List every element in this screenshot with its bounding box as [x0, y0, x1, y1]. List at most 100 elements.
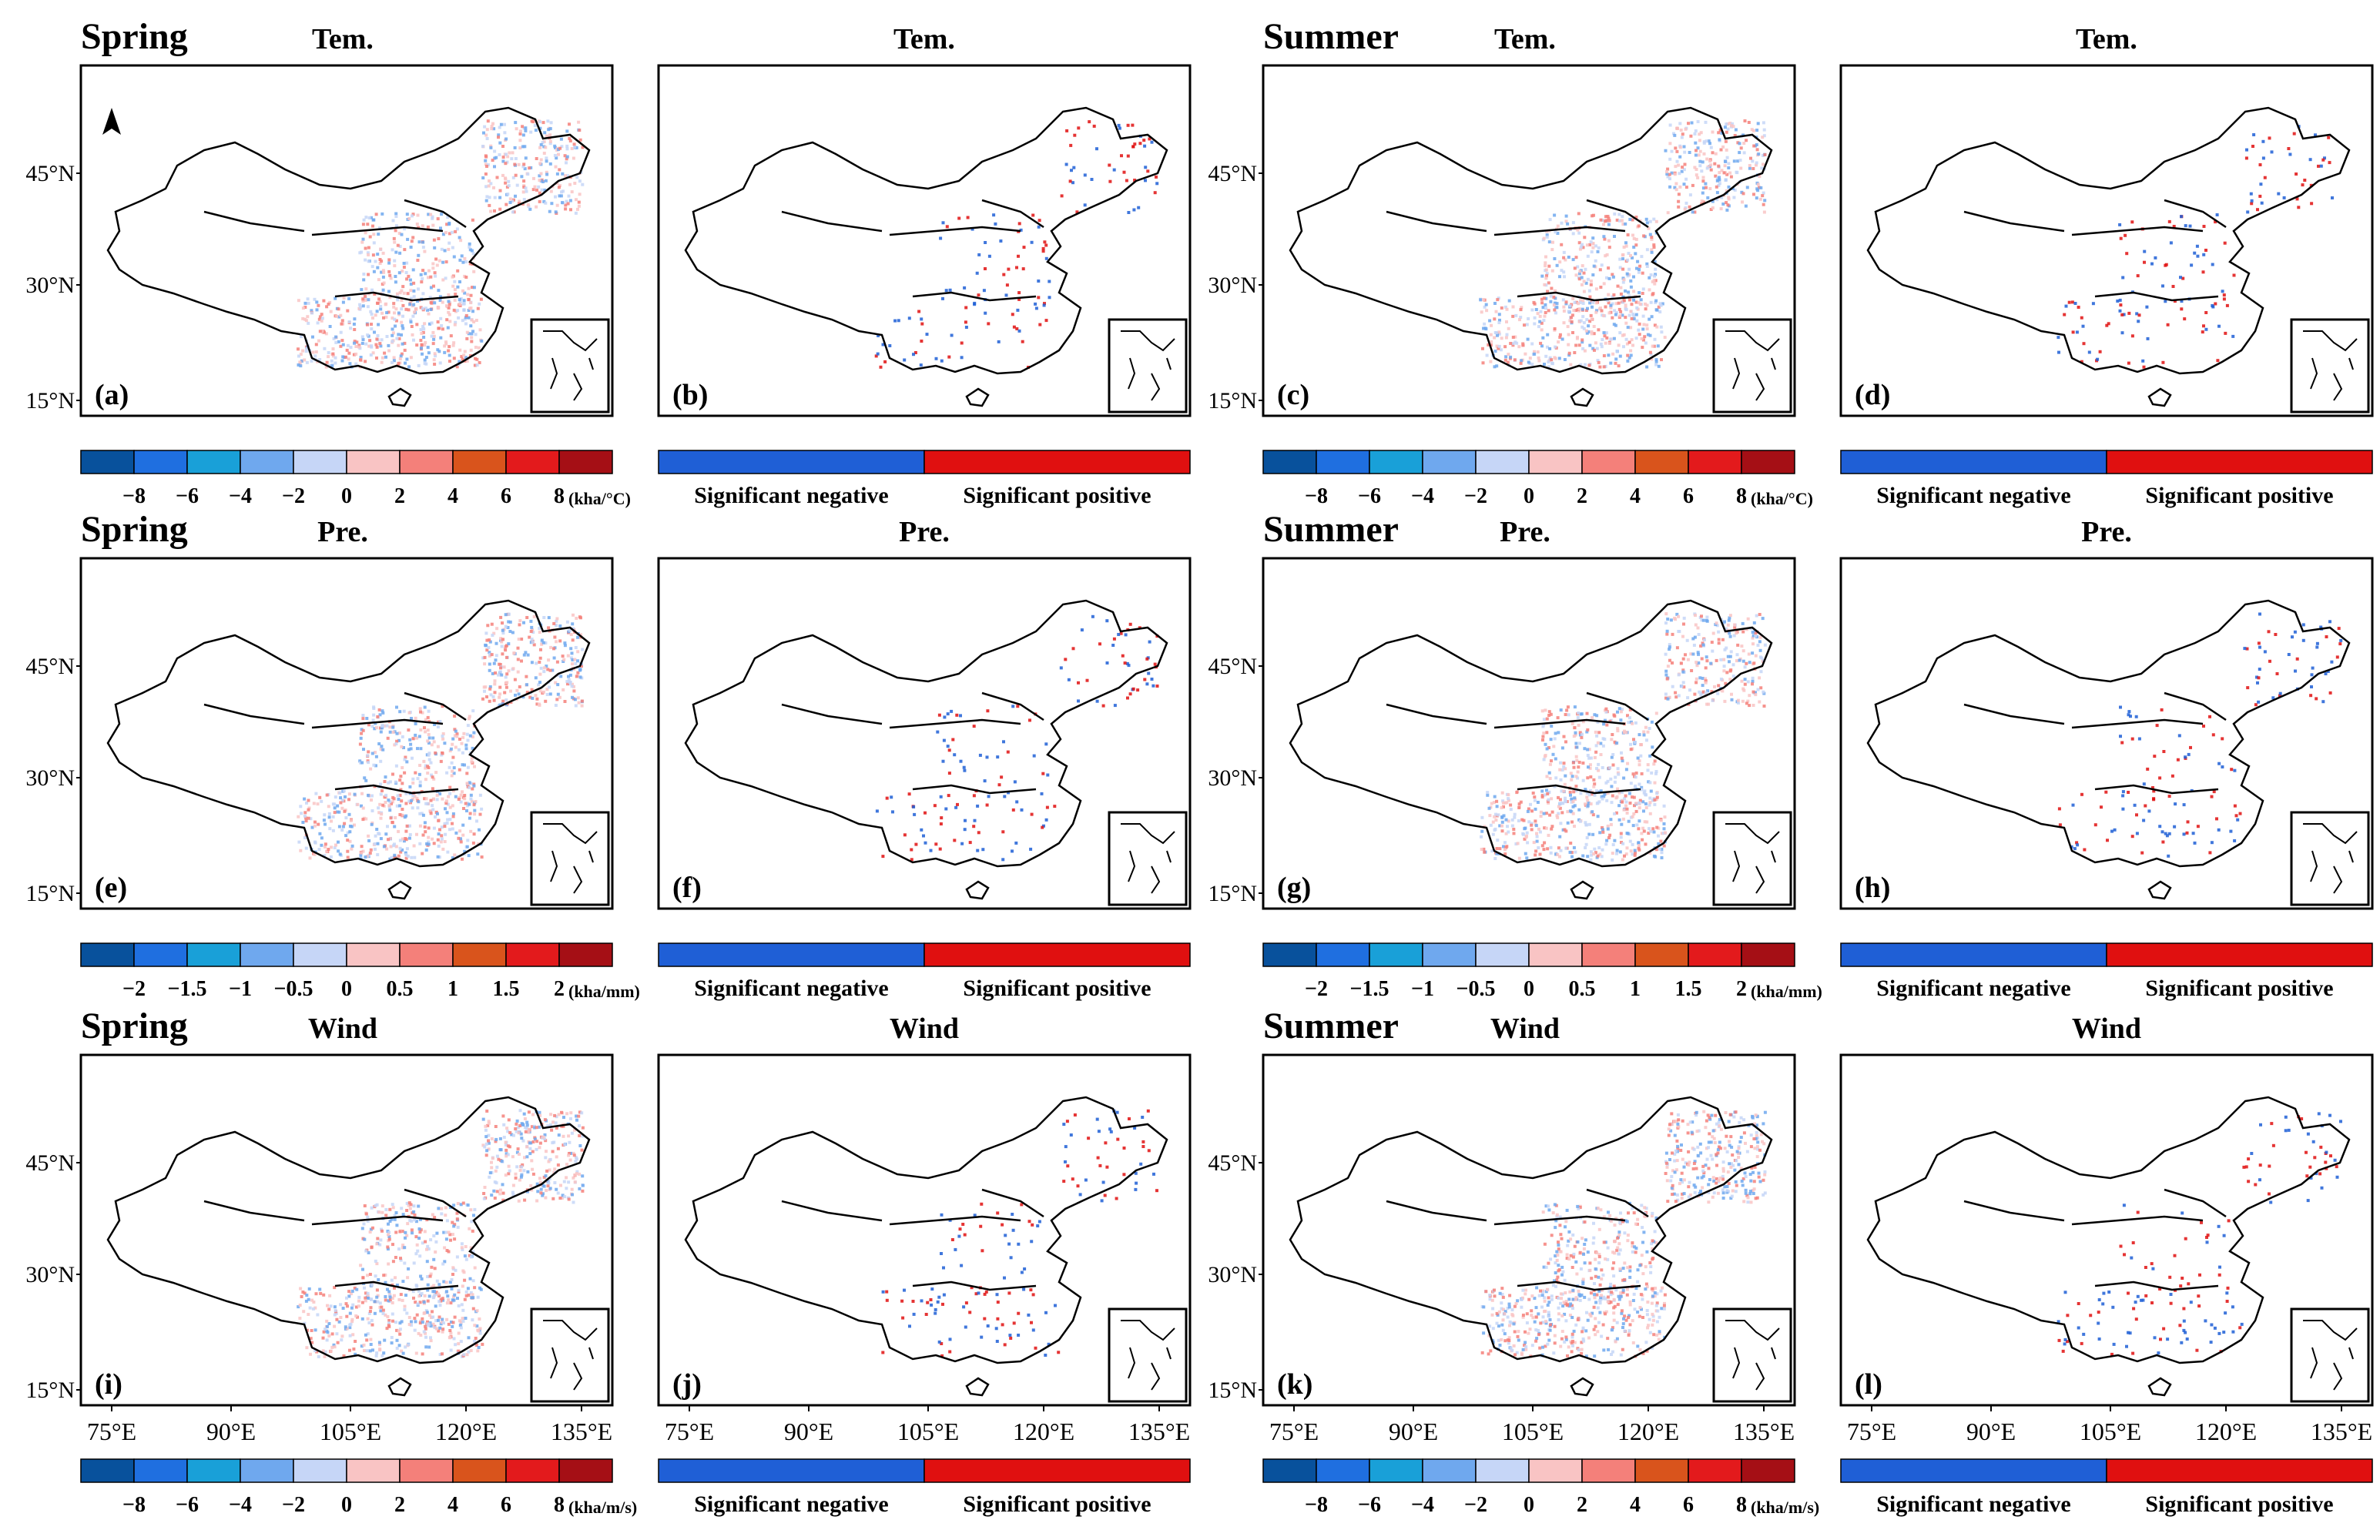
- trend-pixel: [401, 808, 404, 811]
- trend-pixel: [2119, 705, 2122, 709]
- sig-negative-swatch: [658, 450, 925, 474]
- trend-pixel: [1752, 144, 1756, 148]
- trend-pixel: [1586, 798, 1590, 802]
- trend-pixel: [453, 323, 457, 326]
- trend-pixel: [528, 635, 531, 639]
- trend-pixel: [370, 327, 374, 331]
- trend-pixel: [1487, 806, 1491, 810]
- trend-pixel: [2319, 625, 2323, 629]
- trend-pixel: [2201, 270, 2205, 274]
- trend-pixel: [1587, 363, 1591, 367]
- trend-pixel: [2315, 697, 2318, 701]
- trend-pixel: [561, 201, 564, 205]
- trend-pixel: [1621, 858, 1624, 862]
- trend-pixel: [531, 1172, 535, 1176]
- trend-pixel: [1635, 319, 1639, 323]
- trend-pixel: [913, 812, 917, 816]
- trend-pixel: [447, 306, 451, 310]
- trend-pixel: [1756, 182, 1760, 186]
- trend-pixel: [1631, 824, 1635, 828]
- trend-pixel: [545, 1169, 549, 1173]
- trend-pixel: [575, 675, 578, 678]
- trend-pixel: [1757, 152, 1761, 156]
- trend-pixel: [458, 348, 462, 352]
- trend-pixel: [1664, 149, 1668, 152]
- trend-pixel: [438, 1304, 442, 1307]
- trend-pixel: [481, 1143, 485, 1147]
- trend-pixel: [1629, 742, 1632, 746]
- trend-pixel: [1626, 326, 1630, 330]
- variable-title: Pre.: [317, 516, 368, 548]
- trend-pixel: [528, 207, 532, 211]
- trend-pixel: [525, 683, 528, 687]
- trend-pixel: [964, 819, 967, 822]
- trend-pixel: [391, 800, 394, 804]
- trend-pixel: [1540, 795, 1544, 798]
- trend-pixel: [1587, 802, 1591, 805]
- trend-pixel: [1507, 326, 1510, 330]
- trend-pixel: [2177, 734, 2181, 738]
- trend-pixel: [1609, 303, 1613, 307]
- trend-pixel: [388, 1220, 392, 1224]
- trend-pixel: [1597, 246, 1601, 249]
- trend-pixel: [466, 765, 470, 769]
- trend-pixel: [466, 804, 470, 808]
- trend-pixel: [881, 855, 885, 859]
- trend-pixel: [396, 243, 400, 247]
- trend-pixel: [2180, 215, 2183, 219]
- trend-pixel: [495, 1154, 499, 1158]
- trend-pixel: [401, 303, 405, 307]
- trend-pixel: [1641, 838, 1644, 842]
- trend-pixel: [539, 179, 543, 182]
- trend-pixel: [455, 1211, 459, 1215]
- trend-pixel: [1571, 221, 1575, 225]
- trend-pixel: [1695, 664, 1699, 668]
- trend-pixel: [1746, 680, 1750, 684]
- trend-pixel: [1576, 716, 1580, 719]
- trend-pixel: [424, 1309, 428, 1313]
- trend-pixel: [526, 203, 530, 206]
- trend-pixel: [1533, 795, 1537, 799]
- trend-pixel: [320, 319, 323, 323]
- trend-pixel: [381, 275, 385, 279]
- trend-pixel: [438, 792, 442, 795]
- trend-pixel: [2243, 647, 2247, 651]
- trend-pixel: [370, 344, 374, 348]
- trend-pixel: [1556, 815, 1560, 819]
- trend-pixel: [2331, 196, 2334, 199]
- trend-pixel: [360, 335, 364, 339]
- trend-pixel: [542, 670, 546, 674]
- trend-pixel: [406, 237, 410, 241]
- trend-pixel: [348, 830, 352, 834]
- trend-pixel: [1607, 223, 1611, 226]
- trend-pixel: [2070, 300, 2074, 304]
- trend-pixel: [364, 1291, 367, 1295]
- trend-pixel: [1755, 148, 1759, 152]
- trend-pixel: [322, 819, 326, 822]
- trend-pixel: [429, 275, 433, 279]
- trend-pixel: [405, 1311, 409, 1315]
- trend-pixel: [2261, 139, 2265, 143]
- trend-pixel: [1524, 852, 1527, 855]
- trend-pixel: [1497, 346, 1500, 350]
- colorbar-segment: [1262, 450, 1317, 474]
- trend-pixel: [939, 795, 943, 798]
- trend-pixel: [448, 221, 451, 225]
- trend-pixel: [1625, 846, 1629, 850]
- trend-pixel: [437, 326, 441, 330]
- trend-pixel: [1534, 807, 1537, 811]
- trend-pixel: [310, 359, 313, 363]
- trend-pixel: [1542, 236, 1546, 240]
- trend-pixel: [360, 732, 364, 735]
- trend-pixel: [1624, 241, 1627, 245]
- trend-pixel: [1562, 765, 1566, 768]
- trend-pixel: [1694, 614, 1697, 618]
- trend-pixel: [387, 1237, 391, 1241]
- trend-pixel: [412, 295, 416, 299]
- trend-pixel: [1621, 300, 1625, 304]
- trend-pixel: [518, 619, 522, 623]
- trend-pixel: [346, 839, 350, 842]
- trend-pixel: [403, 1261, 407, 1265]
- trend-pixel: [1588, 763, 1592, 767]
